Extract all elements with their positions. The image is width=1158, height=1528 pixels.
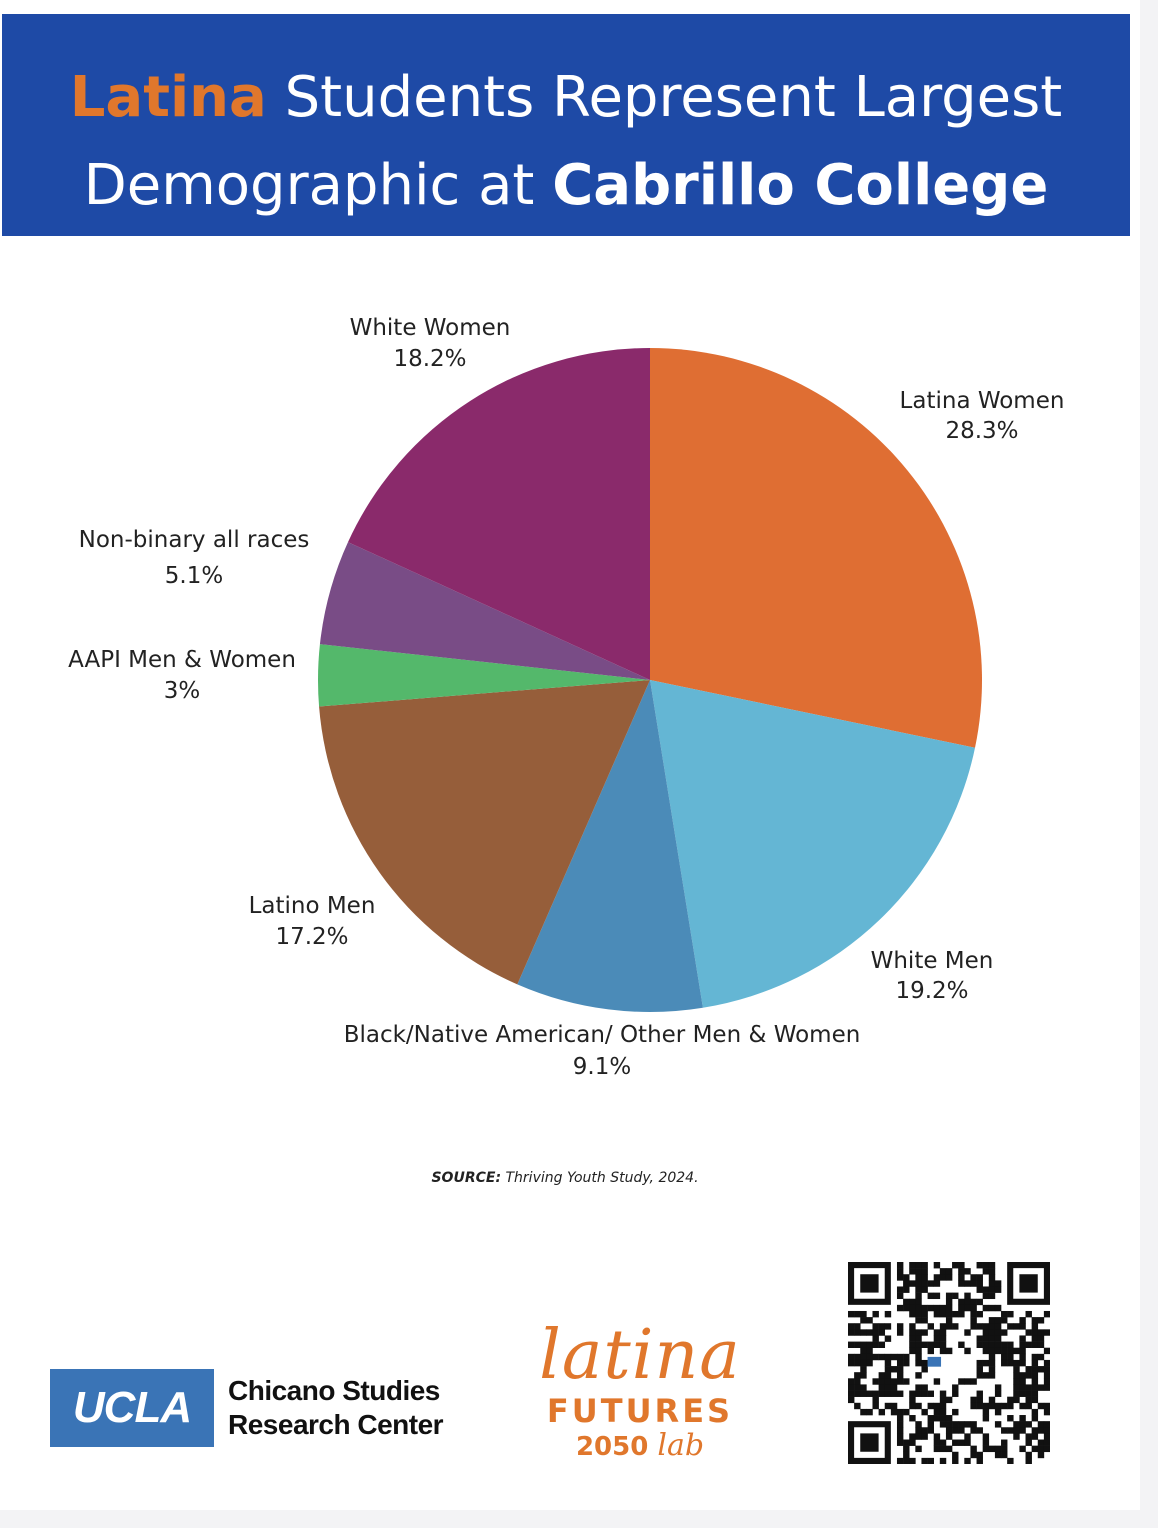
- pie-slice-7: [348, 348, 650, 680]
- title-highlight: Latina: [69, 65, 267, 130]
- slice-value-5: 3%: [164, 678, 201, 704]
- futures-logo-word: FUTURES: [546, 1392, 734, 1430]
- title-line-1: Latina Students Represent Largest: [2, 66, 1130, 130]
- title-line-2-bold: Cabrillo College: [552, 153, 1049, 218]
- logo-year-lab: 2050 lab: [525, 1430, 755, 1463]
- source-text: Thriving Youth Study, 2024.: [501, 1170, 699, 1186]
- qr-code-icon: [848, 1262, 1050, 1464]
- pie-slice-2: [650, 680, 976, 1008]
- pie-chart: Latina Women 28.3% White Men 19.2% Black/Nat…: [68, 315, 1064, 1080]
- pie-slice-6: [319, 542, 650, 680]
- csrc-line-2: Research Center: [228, 1409, 444, 1440]
- ucla-logo: UCLA: [50, 1369, 214, 1447]
- title-banner: Latina Students Represent Largest Demogr…: [2, 14, 1130, 236]
- source-note: SOURCE: Thriving Youth Study, 2024.: [0, 1170, 1130, 1186]
- latina-logo-word: latina: [539, 1316, 741, 1395]
- pie-labels: Latina Women 28.3% White Men 19.2% Black/Nat…: [68, 315, 1064, 1080]
- slice-label-3: Black/Native American/ Other Men & Women: [344, 1022, 861, 1048]
- pie-slice-4: [319, 680, 650, 985]
- slice-value-4: 17.2%: [275, 924, 348, 950]
- pie-slice-5: [317, 644, 650, 707]
- slice-label-7: White Women: [350, 315, 511, 341]
- slice-label-6: Non-binary all races: [79, 527, 310, 553]
- source-label: SOURCE:: [431, 1170, 502, 1186]
- title-line-1-rest: Students Represent Largest: [266, 65, 1063, 130]
- pie-slice-3: [517, 680, 703, 1013]
- slice-value-7: 18.2%: [393, 346, 466, 372]
- page: Latina Students Represent Largest Demogr…: [0, 0, 1140, 1510]
- pie-slice-1: [650, 348, 983, 748]
- slice-label-2: White Men: [871, 948, 994, 974]
- slice-value-6: 5.1%: [165, 563, 223, 589]
- slice-value-2: 19.2%: [895, 978, 968, 1004]
- logo-year: 2050: [575, 1432, 649, 1462]
- slice-label-4: Latino Men: [249, 893, 376, 919]
- title-line-2-plain: Demographic at: [83, 153, 553, 218]
- latina-futures-logo: latina FUTURES 2050 lab: [525, 1318, 755, 1478]
- logo-lab: lab: [657, 1428, 705, 1463]
- slice-label-5: AAPI Men & Women: [68, 647, 296, 673]
- slice-value-3: 9.1%: [573, 1054, 631, 1080]
- slice-label-1: Latina Women: [900, 388, 1065, 414]
- title-line-2: Demographic at Cabrillo College: [2, 154, 1130, 218]
- csrc-logo-text: Chicano Studies Research Center: [228, 1374, 444, 1442]
- pie-slices: [317, 348, 983, 1013]
- csrc-line-1: Chicano Studies: [228, 1375, 440, 1406]
- slice-value-1: 28.3%: [945, 418, 1018, 444]
